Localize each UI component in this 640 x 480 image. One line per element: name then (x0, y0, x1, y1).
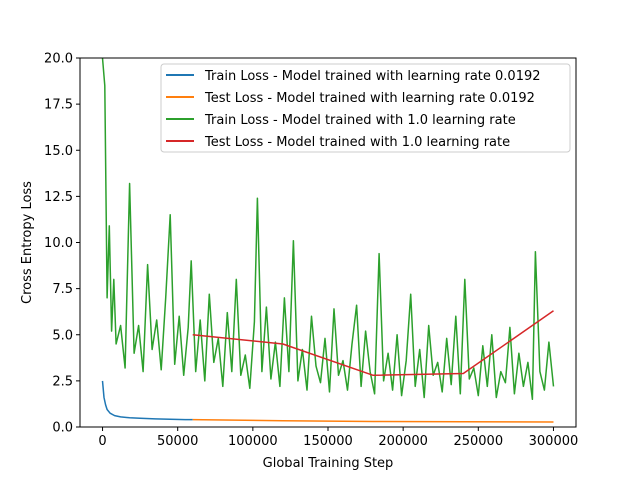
series-layer (101, 57, 555, 423)
y-tick-label: 0.0 (52, 421, 73, 436)
y-tick-label: 7.5 (52, 282, 73, 297)
axes-layer: 0 50000 100000 150000 200000 250000 300000 0.0 2… (44, 52, 578, 450)
y-tick-label: 15.0 (44, 144, 73, 159)
legend-label-2: Test Loss - Model trained with learning … (204, 91, 535, 106)
x-axis-title: Global Training Step (263, 456, 394, 471)
x-tick-label: 100000 (228, 434, 278, 449)
legend-frame (160, 63, 571, 153)
x-tick-label: 250000 (453, 434, 503, 449)
y-tick-label: 5.0 (52, 328, 73, 343)
series-line-2 (192, 418, 554, 423)
y-tick-label: 20.0 (44, 52, 73, 67)
x-tick-label: 0 (98, 434, 106, 449)
legend-label-1: Train Loss - Model trained with learning… (204, 69, 541, 84)
legend-label-4: Test Loss - Model trained with 1.0 learn… (204, 135, 510, 150)
series-line-1 (101, 380, 193, 421)
x-tick-label: 50000 (157, 434, 198, 449)
y-tick-label: 12.5 (44, 190, 73, 205)
x-tick-label: 300000 (529, 434, 579, 449)
y-axis-title: Cross Entropy Loss (20, 181, 35, 304)
y-tick-label: 10.0 (44, 236, 73, 251)
legend-label-3: Train Loss - Model trained with 1.0 lear… (204, 113, 516, 128)
x-tick-label: 200000 (378, 434, 428, 449)
x-tick-label: 150000 (303, 434, 353, 449)
series-line-4 (192, 310, 554, 377)
y-tick-label: 17.5 (44, 98, 73, 113)
series-line-3 (101, 57, 555, 401)
legend: Train Loss - Model trained with learning… (160, 63, 571, 153)
y-tick-label: 2.5 (52, 374, 73, 389)
